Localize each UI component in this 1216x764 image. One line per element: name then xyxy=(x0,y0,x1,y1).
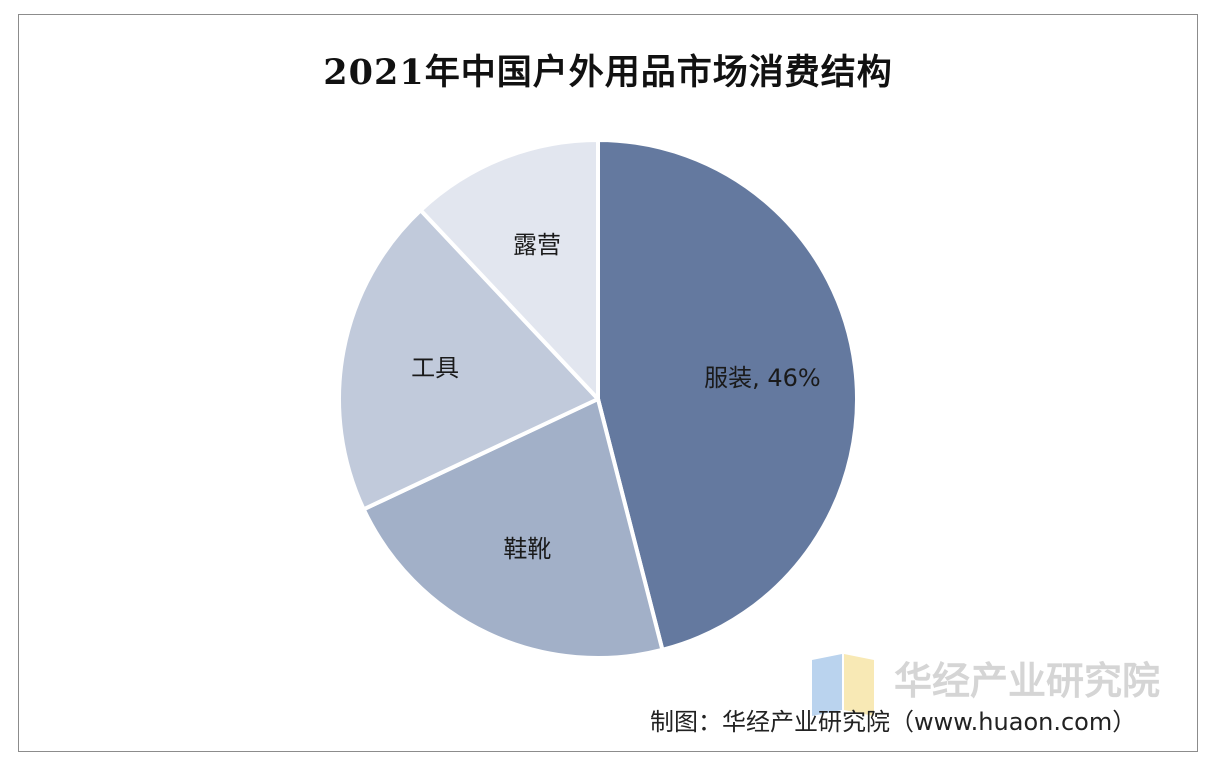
pie-slice-2 xyxy=(337,208,600,512)
pie-label-3: 露营 xyxy=(513,231,561,259)
pie-label-0: 服装, 46% xyxy=(704,364,821,392)
watermark-text: 华经产业研究院 xyxy=(894,659,1161,703)
source-note: 制图：华经产业研究院（www.huaon.com） xyxy=(650,708,1137,736)
pie-label-1: 鞋靴 xyxy=(503,535,551,563)
chart-title: 2021年中国户外用品市场消费结构 xyxy=(323,52,893,93)
pie-slice-3 xyxy=(418,138,600,401)
pie-slice-1 xyxy=(361,397,665,660)
pie-label-2: 工具 xyxy=(411,354,459,382)
watermark: 华经产业研究院 xyxy=(812,646,1182,716)
watermark-logo-icon xyxy=(812,654,874,716)
pie-slice-0 xyxy=(596,138,859,652)
